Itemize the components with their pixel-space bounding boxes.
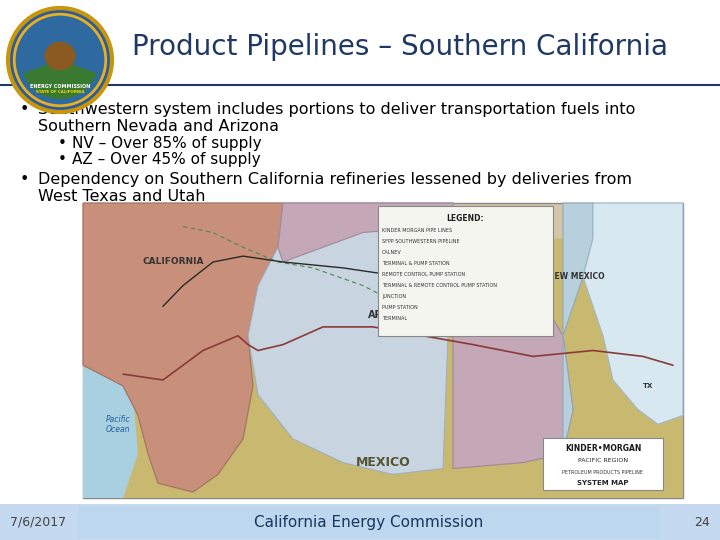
Text: REMOTE CONTROL PUMP STATION: REMOTE CONTROL PUMP STATION (382, 272, 465, 276)
Text: PETROLEUM PRODUCTS PIPELINE: PETROLEUM PRODUCTS PIPELINE (562, 470, 644, 475)
Bar (0, 504, 720, 540)
Bar (378, 206, 553, 336)
Text: ENERGY COMMISSION: ENERGY COMMISSION (30, 84, 90, 89)
Text: NV – Over 85% of supply: NV – Over 85% of supply (72, 136, 261, 151)
Text: Southern Nevada and Arizona: Southern Nevada and Arizona (38, 119, 279, 134)
Text: •: • (58, 136, 67, 151)
Text: •: • (20, 102, 30, 117)
Text: TERMINAL & REMOTE CONTROL PUMP STATION: TERMINAL & REMOTE CONTROL PUMP STATION (382, 283, 497, 288)
Polygon shape (278, 203, 573, 469)
Text: JUNCTION: JUNCTION (382, 294, 406, 299)
Text: PUMP STATION: PUMP STATION (382, 305, 418, 310)
Text: CALNEV: CALNEV (382, 249, 402, 255)
Text: KINDER•MORGAN: KINDER•MORGAN (564, 444, 642, 453)
Text: 7/6/2017: 7/6/2017 (10, 516, 66, 529)
Text: Pacific
Ocean: Pacific Ocean (106, 415, 130, 434)
Polygon shape (83, 286, 138, 498)
Text: KINDER MORGAN PIPE LINES: KINDER MORGAN PIPE LINES (382, 228, 452, 233)
Text: West Texas and Utah: West Texas and Utah (38, 189, 205, 204)
Text: Southwestern system includes portions to deliver transportation fuels into: Southwestern system includes portions to… (38, 102, 635, 117)
Text: TERMINAL: TERMINAL (382, 316, 407, 321)
Text: NEW MEXICO: NEW MEXICO (548, 272, 604, 281)
Text: PACIFIC REGION: PACIFIC REGION (578, 458, 628, 463)
Text: SFPP SOUTHWESTERN PIPELINE: SFPP SOUTHWESTERN PIPELINE (382, 239, 459, 244)
Bar (83, 203, 683, 498)
Text: SYSTEM MAP: SYSTEM MAP (577, 480, 629, 486)
Polygon shape (583, 203, 683, 424)
Polygon shape (83, 203, 283, 492)
Text: LEGEND:: LEGEND: (446, 214, 485, 222)
Ellipse shape (45, 42, 76, 70)
Circle shape (8, 8, 112, 112)
Text: 24: 24 (694, 516, 710, 529)
Polygon shape (83, 227, 683, 498)
Text: Product Pipelines – Southern California: Product Pipelines – Southern California (132, 33, 668, 61)
Text: TX: TX (643, 383, 653, 389)
Text: CALIFORNIA: CALIFORNIA (143, 258, 204, 267)
Text: •: • (20, 172, 30, 187)
Bar (78, 506, 660, 538)
Text: MEXICO: MEXICO (356, 456, 410, 469)
Bar (543, 438, 663, 490)
Text: Dependency on Southern California refineries lessened by deliveries from: Dependency on Southern California refine… (38, 172, 632, 187)
Polygon shape (563, 203, 593, 454)
Text: STATE OF CALIFORNIA: STATE OF CALIFORNIA (36, 90, 84, 94)
Text: •: • (58, 152, 67, 167)
Circle shape (14, 14, 106, 106)
Wedge shape (23, 60, 96, 99)
Text: California Energy Commission: California Energy Commission (254, 515, 484, 530)
Text: AZ – Over 45% of supply: AZ – Over 45% of supply (72, 152, 261, 167)
Text: TERMINAL & PUMP STATION: TERMINAL & PUMP STATION (382, 261, 449, 266)
Polygon shape (248, 203, 453, 475)
Text: ARIZONA: ARIZONA (368, 310, 418, 320)
